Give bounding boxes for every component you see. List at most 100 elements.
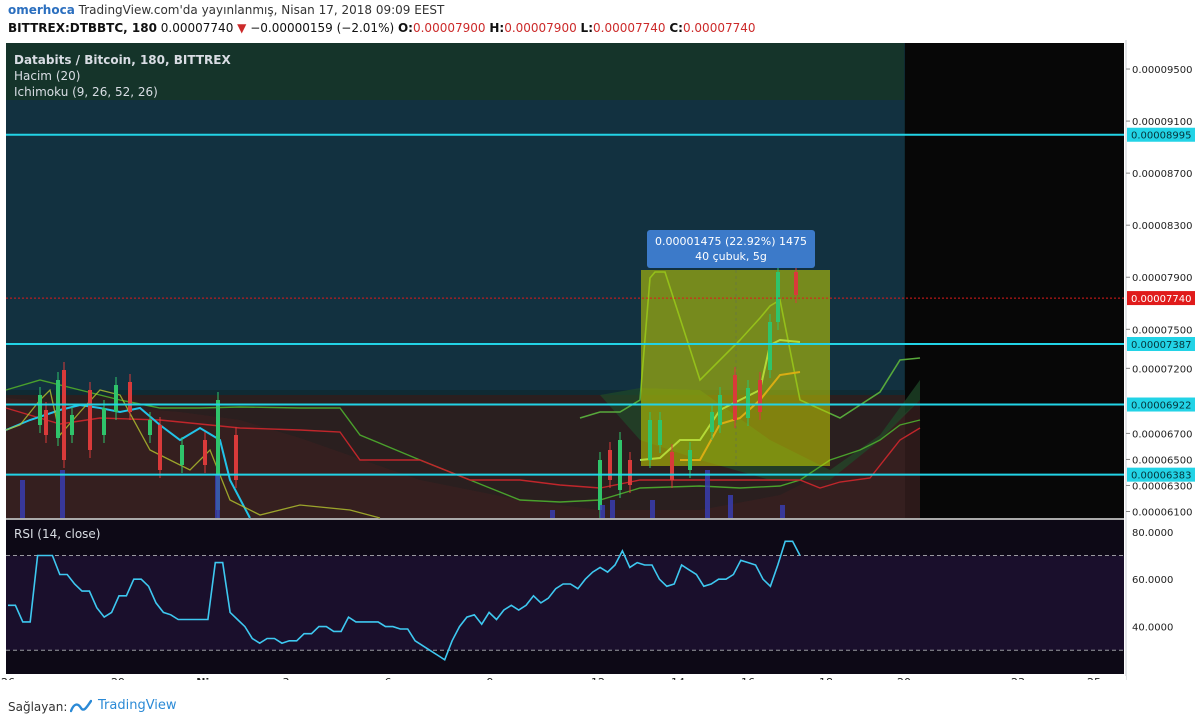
kijun-line [5, 407, 921, 489]
candle-body [670, 452, 674, 480]
level-price-tag: 0.00006383 [1127, 467, 1195, 482]
measure-bars: 40 çubuk, 5g [695, 250, 767, 263]
time-axis-label: 29 [111, 676, 125, 680]
time-axis-label: 14 [671, 676, 685, 680]
level-price-tag: 0.00008995 [1127, 127, 1195, 142]
time-axis-label: 23 [1011, 676, 1025, 680]
candle-body [62, 370, 66, 460]
volume-bar [60, 470, 65, 518]
candle-body [158, 425, 162, 470]
time-axis-label: 6 [385, 676, 392, 680]
level-tag-label: 0.00008995 [1131, 131, 1191, 142]
tradingview-link[interactable]: TradingView [70, 698, 177, 713]
level-tag-label: 0.00006922 [1131, 401, 1191, 412]
rsi-line [8, 540, 801, 662]
level-price-tag: 0.00007387 [1127, 337, 1195, 352]
time-axis-label: 9 [487, 676, 494, 680]
candle-body [180, 445, 184, 465]
legend-ichimoku[interactable]: Ichimoku (9, 26, 52, 26) [14, 85, 158, 99]
candle-body [758, 380, 762, 412]
symbol-info: BITTREX:DTBBTC, 180 0.00007740 ▼ −0.0000… [8, 21, 756, 35]
chart-canvas[interactable]: 0.00008995 0.00007387 0.00006922 0.00006383… [0, 40, 1200, 680]
rsi-legend[interactable]: RSI (14, close) [14, 527, 101, 541]
price-axis-label: 0.00007900 [1132, 273, 1192, 284]
candle-body [776, 272, 780, 322]
time-axis-label: Nis [196, 676, 216, 680]
candle-body [688, 450, 692, 470]
candle-body [658, 420, 662, 445]
volume-bar [215, 475, 220, 518]
last-price-label: 0.00007740 [1131, 294, 1191, 305]
candle-body [216, 400, 220, 510]
candle-body [234, 435, 238, 480]
price-axis-label: 0.00006100 [1132, 507, 1192, 518]
price-axis-label: 0.00006500 [1132, 455, 1192, 466]
measure-tooltip: 0.00001475 (22.92%) 1475 40 çubuk, 5g [647, 230, 815, 268]
low-label: L: [580, 21, 593, 35]
author-link[interactable]: omerhoca [8, 3, 75, 17]
cloud-upper-bg [6, 43, 904, 100]
candle-body [733, 375, 737, 420]
down-arrow-icon: ▼ [237, 21, 247, 35]
candle-body [114, 385, 118, 412]
time-axis-label: 12 [591, 676, 605, 680]
time-axis-label: 3 [283, 676, 290, 680]
level-tag-label: 0.00006383 [1131, 471, 1191, 482]
legend-volume[interactable]: Hacim (20) [14, 69, 81, 83]
open-label: O: [397, 21, 413, 35]
level-tag-bg [1127, 337, 1195, 352]
time-axis-label: 20 [897, 676, 911, 680]
rsi-band-bg [6, 555, 1124, 651]
candle-body [38, 395, 42, 425]
price-axis-label: 0.00008300 [1132, 221, 1192, 232]
volume-bar [600, 505, 605, 518]
time-axis-label: 16 [741, 676, 755, 680]
volume-bar [550, 510, 555, 518]
symbol-label: BITTREX:DTBBTC, 180 [8, 21, 157, 35]
open-value: 0.00007900 [412, 21, 486, 35]
level-tag-bg [1127, 127, 1195, 142]
candle-body [718, 395, 722, 425]
last-price: 0.00007740 [160, 21, 234, 35]
future-area-bg [905, 43, 1124, 518]
close-label: C: [669, 21, 683, 35]
candle-body [88, 390, 92, 450]
candle-body [70, 415, 74, 435]
tradingview-logo-icon [70, 699, 92, 712]
candle-body [598, 460, 602, 510]
candle-body [648, 420, 652, 460]
candle-body [768, 322, 772, 370]
level-tag-bg [1127, 467, 1195, 482]
measure-value: 0.00001475 (22.92%) 1475 [655, 235, 807, 248]
legend-title[interactable]: Databits / Bitcoin, 180, BITTREX [14, 53, 231, 67]
publish-text: TradingView.com'da yayınlanmış, Nisan 17… [78, 3, 445, 17]
price-axis-label: 0.00006700 [1132, 429, 1192, 440]
price-axis-bg [1126, 40, 1200, 680]
time-axis-bg [0, 676, 1126, 680]
level-price-tag: 0.00006922 [1127, 397, 1195, 412]
candle-body [608, 450, 612, 480]
price-axis-label: 0.00007500 [1132, 325, 1192, 336]
volume-bar [728, 495, 733, 518]
time-axis-label: 18 [819, 676, 833, 680]
time-axis-label: 25 [1087, 676, 1101, 680]
candle-body [710, 412, 714, 432]
rsi-axis-label: 60.0000 [1132, 575, 1173, 586]
level-tag-bg [1127, 397, 1195, 412]
price-axis-label: 0.00009500 [1132, 65, 1192, 76]
candle-body [56, 380, 60, 438]
volume-bar [610, 500, 615, 518]
rsi-axis-label: 40.0000 [1132, 623, 1173, 634]
last-price-tag [1127, 291, 1195, 306]
chart-area[interactable]: 0.00008995 0.00007387 0.00006922 0.00006383… [0, 40, 1200, 680]
level-tag-label: 0.00007387 [1131, 340, 1191, 351]
candle-body [128, 382, 132, 412]
volume-bar [20, 480, 25, 518]
price-axis-label: 0.00006300 [1132, 481, 1192, 492]
candle-body [794, 272, 798, 295]
close-value: 0.00007740 [682, 21, 756, 35]
volume-bar [780, 505, 785, 518]
candle-body [618, 440, 622, 490]
low-value: 0.00007740 [593, 21, 666, 35]
chart-legend: Databits / Bitcoin, 180, BITTREX Hacim (… [14, 52, 231, 100]
